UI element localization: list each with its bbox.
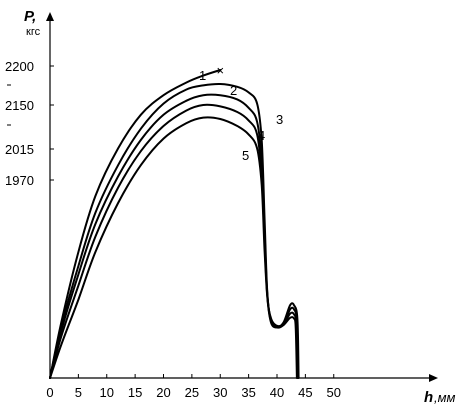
y-tick-label: 2015 <box>5 142 34 157</box>
x-axis-unit: ,мм <box>434 390 456 405</box>
x-tick-label: 15 <box>128 385 142 400</box>
y-axis-title: P, <box>24 8 36 25</box>
end-marker: × <box>216 63 224 78</box>
x-tick-label: 10 <box>100 385 114 400</box>
curve-label-2: 2 <box>230 83 237 98</box>
y-axis-arrow <box>46 12 54 21</box>
curve-label-1: 1 <box>199 68 206 83</box>
x-tick-label: 0 <box>46 385 53 400</box>
y-tick-label: 2150 <box>5 98 34 113</box>
x-axis-title: h <box>424 389 433 406</box>
curve-5 <box>49 116 298 379</box>
axes <box>7 12 438 382</box>
y-axis-unit: кгс <box>26 26 41 38</box>
x-tick-label: 5 <box>75 385 82 400</box>
x-tick-label: 45 <box>298 385 312 400</box>
curve-label-4: 4 <box>258 128 265 143</box>
y-tick-label: 1970 <box>5 173 34 188</box>
labels: 0 5 10 15 20 25 30 35 40 45 502200215020151970P,кг… <box>5 8 456 406</box>
x-tick-label: 25 <box>185 385 199 400</box>
y-tick-label: 2200 <box>5 59 34 74</box>
x-tick-label: 40 <box>270 385 284 400</box>
x-tick-label: 35 <box>241 385 255 400</box>
x-tick-label: 50 <box>327 385 341 400</box>
curve-label-3: 3 <box>276 112 283 127</box>
curve-1 <box>49 69 222 379</box>
curve-label-5: 5 <box>242 148 249 163</box>
x-tick-label: 30 <box>213 385 227 400</box>
x-tick-label: 20 <box>156 385 170 400</box>
curves <box>49 69 300 379</box>
x-axis-arrow <box>429 374 438 382</box>
